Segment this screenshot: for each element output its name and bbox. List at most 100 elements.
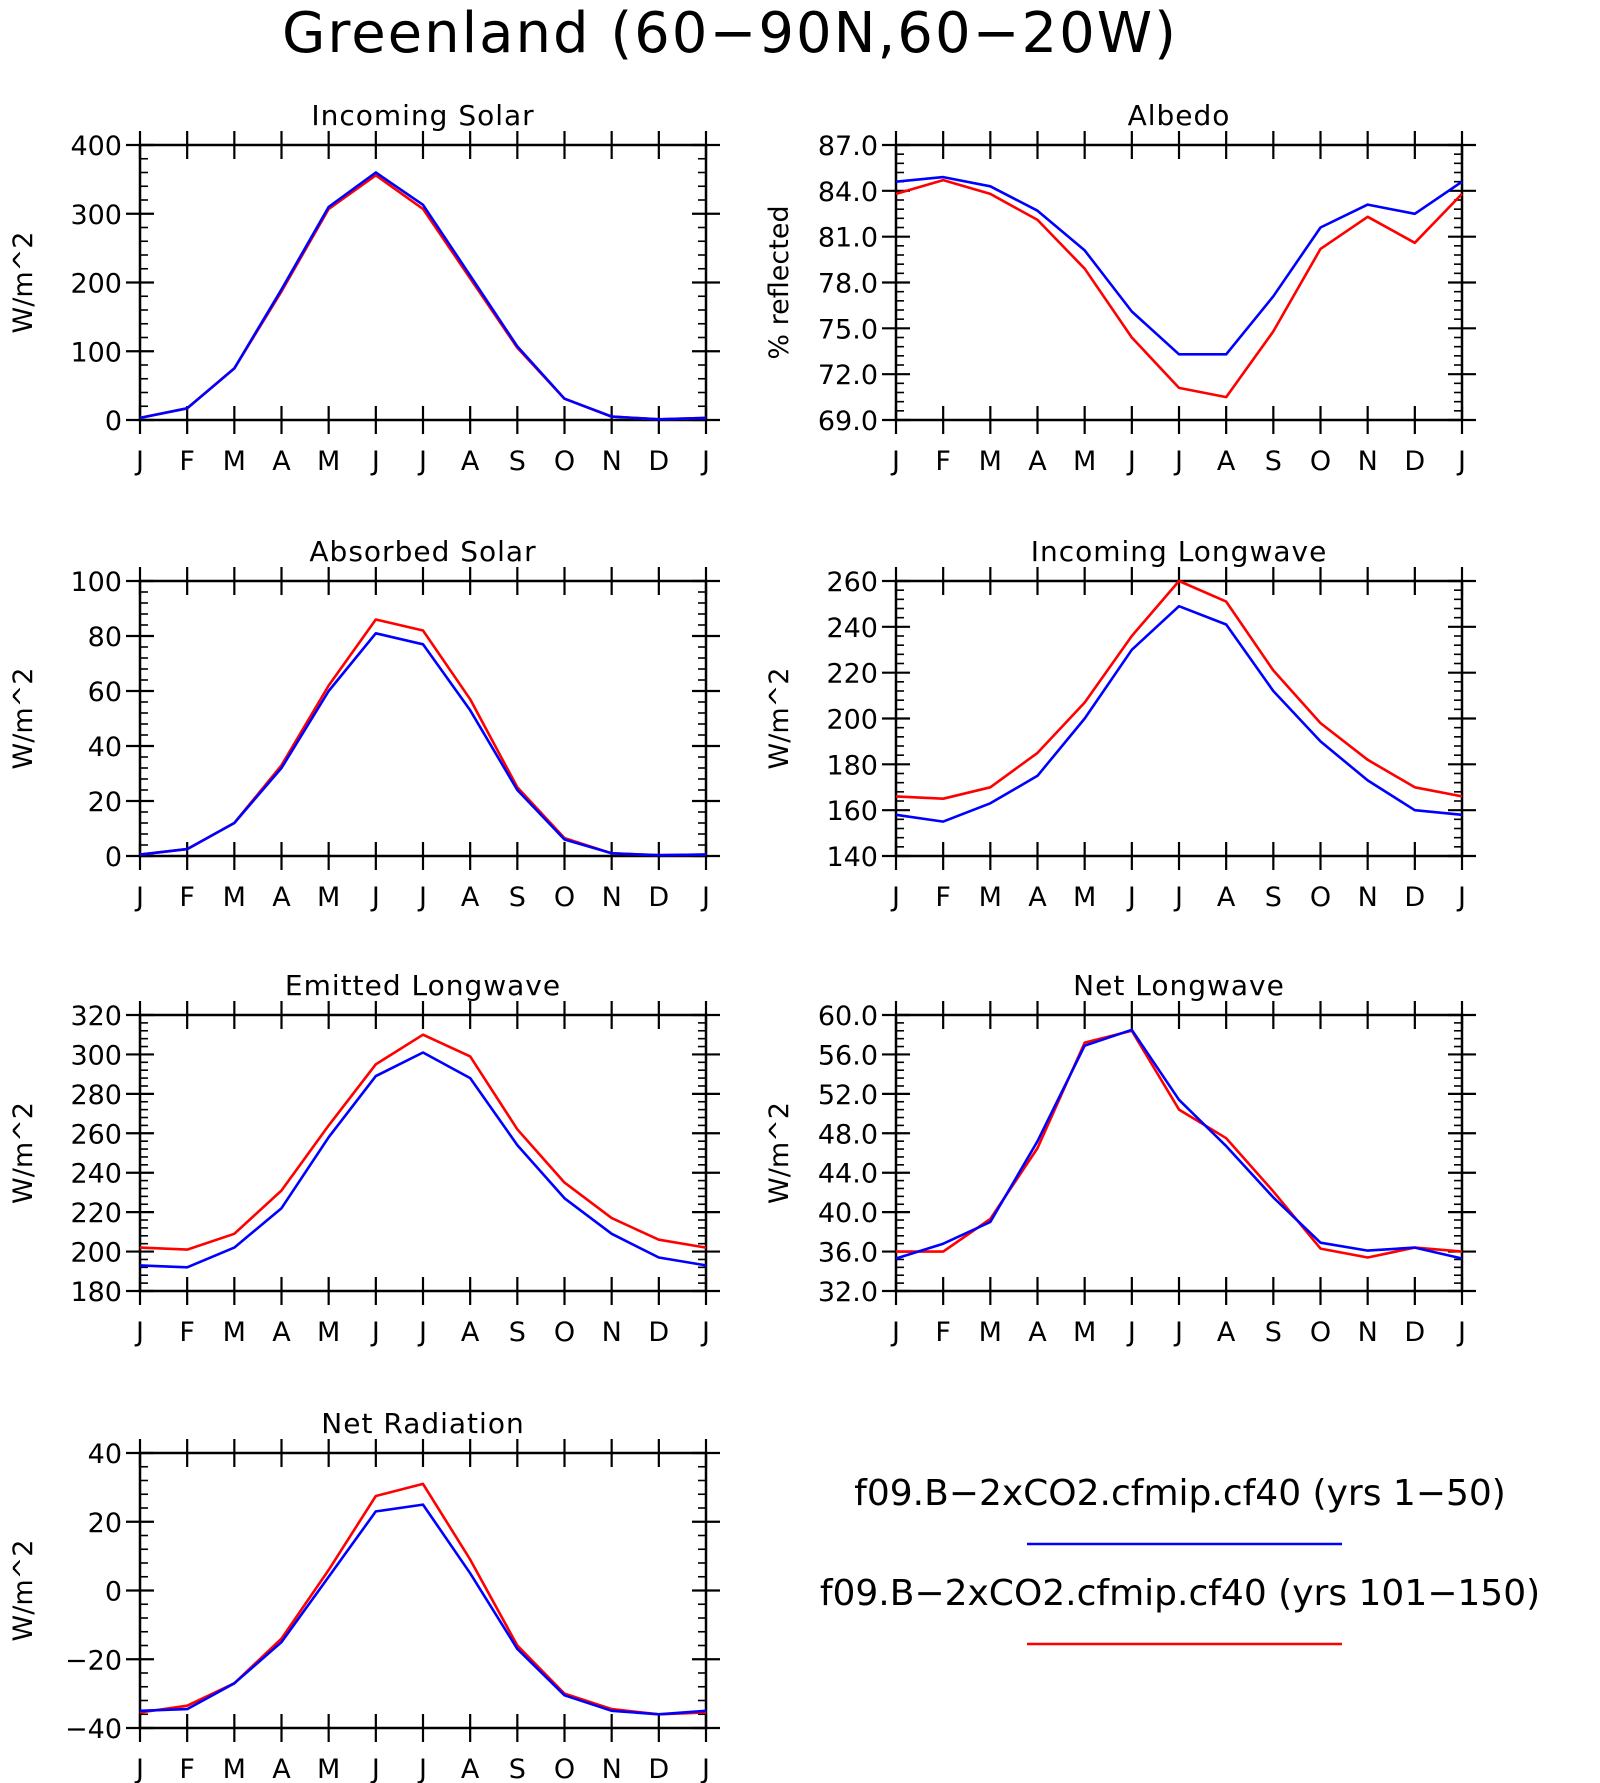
x-tick-label: A (1217, 882, 1236, 913)
chart-panel-6: Net Longwave W/m^2 32.0 36.0 40.0 44.0 48.0 52.… (764, 969, 1476, 1348)
x-tick-label: D (648, 446, 669, 477)
x-tick-label: J (370, 1754, 380, 1783)
x-tick-label: J (417, 1754, 427, 1783)
panel-title: Incoming Longwave (1031, 535, 1328, 568)
x-tick-label: J (890, 882, 900, 913)
y-tick-label: 72.0 (818, 360, 878, 391)
x-tick-label: M (979, 446, 1002, 477)
x-tick-label: F (935, 882, 951, 913)
series-line (139, 1482, 707, 1716)
series-line (139, 631, 707, 857)
x-tick-label: M (223, 1754, 246, 1783)
panel-title: Albedo (1128, 99, 1231, 132)
panel-title: Absorbed Solar (309, 535, 536, 568)
figure-title: Greenland (60−90N,60−20W) (282, 1, 1178, 66)
x-tick-label: M (1073, 446, 1096, 477)
x-tick-label: A (1217, 1317, 1236, 1348)
panel-title: Emitted Longwave (285, 969, 561, 1002)
y-axis-label: W/m^2 (764, 668, 795, 770)
x-tick-label: F (179, 1317, 195, 1348)
y-tick-label: 220 (70, 1198, 122, 1229)
x-tick-label: J (417, 446, 427, 477)
x-tick-label: S (1265, 446, 1282, 477)
y-tick-label: 0 (105, 1577, 122, 1608)
series-line (139, 1033, 707, 1251)
y-tick-label: 100 (70, 337, 122, 368)
x-tick-label: M (979, 1317, 1002, 1348)
x-tick-label: O (1310, 446, 1331, 477)
x-tick-label: J (1456, 446, 1466, 477)
x-tick-label: S (1265, 1317, 1282, 1348)
legend-label-series-2: f09.B−2xCO2.cfmip.cf40 (yrs 101−150) (820, 1573, 1540, 1614)
x-tick-label: J (1126, 882, 1136, 913)
y-tick-label: 75.0 (818, 314, 878, 345)
series-line (895, 604, 1463, 823)
y-tick-label: 180 (70, 1277, 122, 1308)
x-tick-label: J (700, 882, 710, 913)
x-tick-label: A (272, 446, 291, 477)
x-tick-label: A (272, 882, 291, 913)
y-tick-label: 200 (826, 705, 878, 736)
series-line (896, 1029, 1463, 1259)
series-line (895, 178, 1463, 399)
series-line (139, 1051, 707, 1269)
x-tick-label: M (223, 882, 246, 913)
x-tick-label: M (317, 446, 340, 477)
x-tick-label: D (1404, 882, 1425, 913)
x-tick-label: A (461, 1317, 480, 1348)
x-tick-label: S (509, 882, 526, 913)
x-tick-label: O (554, 1754, 575, 1783)
y-tick-label: 80 (88, 622, 122, 653)
x-tick-label: M (979, 882, 1002, 913)
x-tick-label: D (648, 1754, 669, 1783)
panel-title: Incoming Solar (311, 99, 534, 132)
x-tick-label: N (602, 446, 622, 477)
x-tick-label: F (179, 882, 195, 913)
plot-frame (894, 579, 1464, 858)
x-tick-label: D (648, 1317, 669, 1348)
chart-panel-2: Albedo % reflected 69.0 72.0 75.0 78.0 81.0 84.… (764, 99, 1476, 477)
x-tick-label: J (700, 446, 710, 477)
x-tick-label: D (1404, 1317, 1425, 1348)
series-line (895, 175, 1463, 356)
x-tick-label: J (1456, 1317, 1466, 1348)
x-tick-label: D (648, 882, 669, 913)
x-tick-label: J (1173, 1317, 1183, 1348)
y-tick-label: 44.0 (818, 1159, 878, 1190)
y-tick-label: 84.0 (818, 177, 878, 208)
y-tick-label: 48.0 (818, 1119, 878, 1150)
y-tick-label: 160 (826, 796, 878, 827)
x-tick-label: N (602, 1754, 622, 1783)
y-axis-label: % reflected (764, 205, 795, 359)
x-tick-label: A (1028, 446, 1047, 477)
y-tick-label: 140 (826, 842, 878, 873)
y-tick-label: 200 (70, 1238, 122, 1269)
x-tick-label: J (890, 446, 900, 477)
y-tick-label: 40.0 (818, 1198, 878, 1229)
plot-frame (894, 143, 1464, 422)
y-tick-label: 320 (70, 1001, 122, 1032)
x-tick-label: N (1358, 882, 1378, 913)
plot-frame (138, 1013, 708, 1293)
y-tick-label: 240 (70, 1159, 122, 1190)
x-tick-label: A (461, 1754, 480, 1783)
x-tick-label: J (134, 882, 144, 913)
x-tick-label: N (602, 1317, 622, 1348)
panel-title: Net Radiation (321, 1407, 524, 1440)
x-tick-label: M (317, 1754, 340, 1783)
x-tick-label: J (370, 882, 380, 913)
y-tick-label: 300 (70, 200, 122, 231)
x-tick-label: J (1456, 882, 1466, 913)
x-tick-label: J (417, 1317, 427, 1348)
y-tick-label: 36.0 (818, 1238, 878, 1269)
y-tick-label: 0 (105, 842, 122, 873)
x-tick-label: N (602, 882, 622, 913)
x-tick-label: J (1126, 1317, 1136, 1348)
series-line (139, 618, 707, 857)
x-tick-label: J (700, 1754, 710, 1783)
y-tick-label: 220 (826, 659, 878, 690)
y-tick-label: 280 (70, 1080, 122, 1111)
y-tick-label: 81.0 (818, 223, 878, 254)
